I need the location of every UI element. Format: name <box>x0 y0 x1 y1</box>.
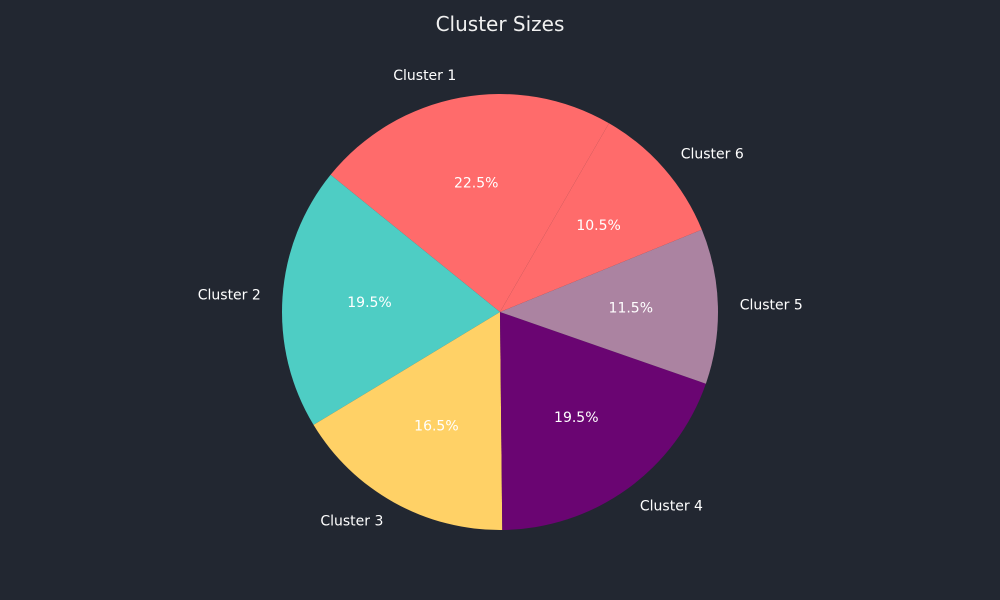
pie-slice-1 <box>330 94 609 313</box>
pie-slice-4 <box>500 312 706 530</box>
pie-slice-3 <box>313 312 503 531</box>
percent-label-1: 22.5% <box>454 175 498 191</box>
slice-labels: Cluster 1 Cluster 2 Cluster 3 Cluster 4 Clus… <box>198 68 803 529</box>
pie-slice-5 <box>500 229 718 384</box>
slice-label-5: Cluster 5 <box>740 298 803 314</box>
percent-labels: 22.5% 19.5% 16.5% 19.5% 11.5% 10.5% <box>347 175 653 434</box>
slice-label-1: Cluster 1 <box>393 68 456 84</box>
percent-label-5: 11.5% <box>609 301 653 317</box>
pie-slices <box>281 94 718 531</box>
slice-label-3: Cluster 3 <box>320 514 383 530</box>
percent-label-2: 19.5% <box>347 295 391 311</box>
percent-label-4: 19.5% <box>554 410 598 426</box>
chart-title: Cluster Sizes <box>436 12 565 36</box>
slice-label-6: Cluster 6 <box>681 146 744 162</box>
percent-label-3: 16.5% <box>414 418 458 434</box>
slice-label-2: Cluster 2 <box>198 288 261 304</box>
pie-slice-2 <box>281 174 500 425</box>
percent-label-6: 10.5% <box>576 218 620 234</box>
pie-slice-6 <box>500 123 702 313</box>
slice-label-4: Cluster 4 <box>640 499 703 515</box>
